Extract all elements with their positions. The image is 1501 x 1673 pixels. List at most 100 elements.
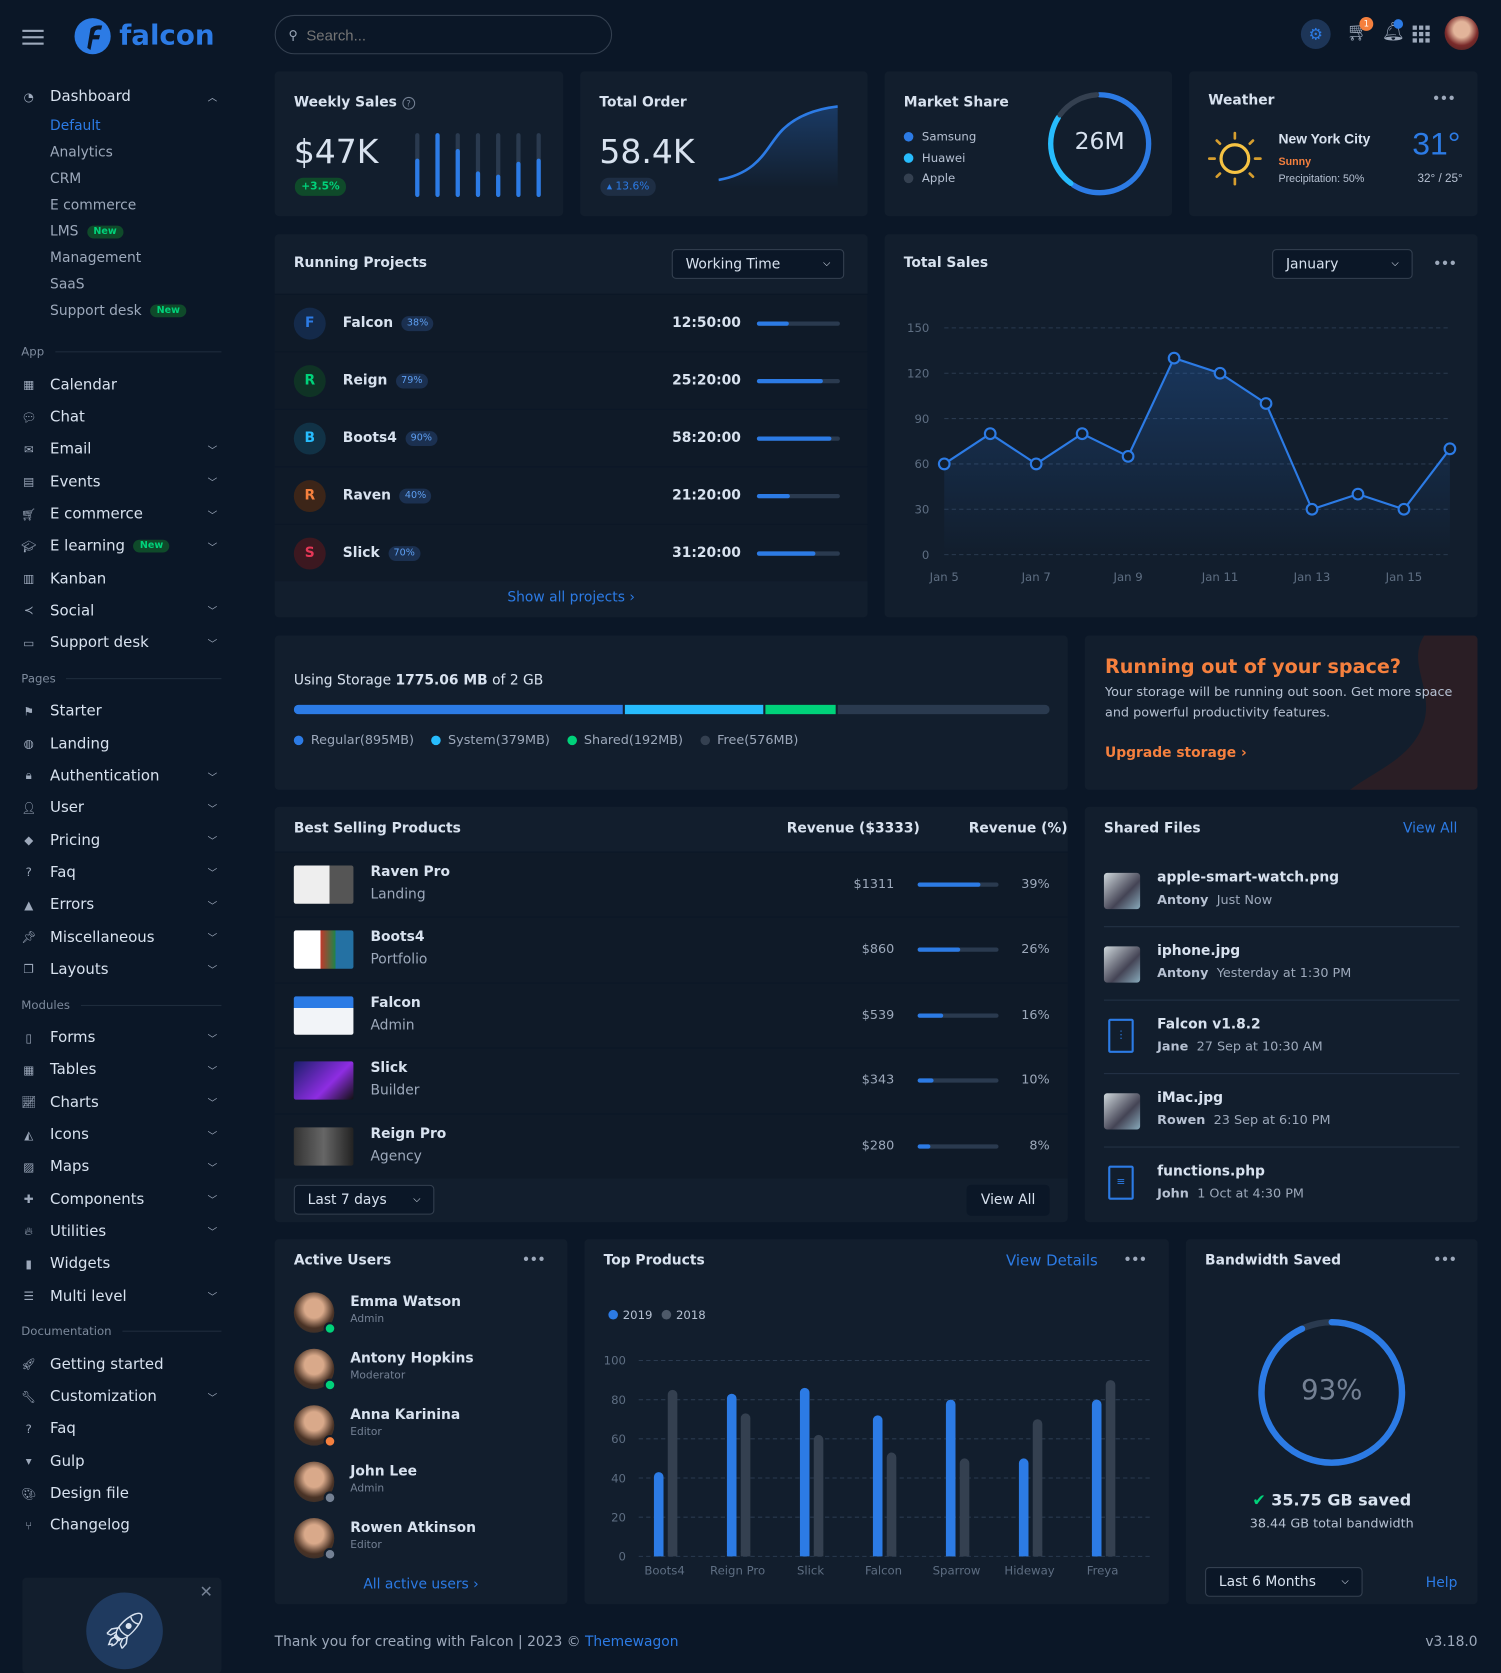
data-point[interactable]: [1397, 502, 1411, 516]
apps-button[interactable]: [1412, 25, 1430, 43]
sidebar-subitem-crm[interactable]: CRM: [21, 166, 221, 192]
product-name[interactable]: Slick: [370, 1060, 408, 1077]
user-avatar[interactable]: [1444, 15, 1479, 51]
user-name[interactable]: Rowen Atkinson: [350, 1520, 476, 1537]
search-box[interactable]: ⚲: [274, 14, 613, 55]
sidebar-subitem-management[interactable]: Management: [21, 245, 221, 271]
menu-toggle-icon[interactable]: [22, 29, 44, 45]
bar-2018[interactable]: [1032, 1419, 1043, 1557]
project-row[interactable]: R Reign 79% 25:20:00: [274, 351, 868, 408]
data-point[interactable]: [1259, 397, 1273, 410]
product-row[interactable]: Falcon Admin $539 16%: [274, 982, 1068, 1047]
bar-2018[interactable]: [886, 1452, 897, 1557]
show-all-projects-link[interactable]: Show all projects ›: [507, 589, 635, 606]
sidebar-subitem-e-commerce[interactable]: E commerce: [21, 192, 221, 218]
more-options-icon[interactable]: •••: [1123, 1251, 1147, 1269]
sidebar-item-dashboard[interactable]: ◔ Dashboard ︿: [21, 81, 221, 113]
sidebar-item-email[interactable]: ✉ Email ﹀: [21, 434, 221, 466]
file-name[interactable]: iMac.jpg: [1157, 1090, 1224, 1107]
search-input[interactable]: [306, 26, 584, 44]
month-select[interactable]: January ⌵: [1272, 249, 1413, 279]
product-name[interactable]: Raven Pro: [370, 864, 451, 881]
sidebar-item-chat[interactable]: 💬︎ Chat: [21, 401, 221, 433]
sidebar-item-pricing[interactable]: ◆ Pricing ﹀: [21, 825, 221, 857]
sidebar-item-kanban[interactable]: ▥ Kanban: [21, 563, 221, 595]
sidebar-item-customization[interactable]: 🔧︎ Customization ﹀: [21, 1381, 221, 1413]
active-user-row[interactable]: Anna Karinina Editor: [293, 1405, 549, 1461]
active-user-row[interactable]: Rowen Atkinson Editor: [293, 1518, 549, 1574]
data-point[interactable]: [983, 427, 997, 441]
sidebar-subitem-support-desk[interactable]: Support desk New: [21, 298, 221, 324]
active-user-row[interactable]: Antony Hopkins Moderator: [293, 1348, 549, 1405]
sidebar-item-gulp[interactable]: ▾ Gulp: [21, 1445, 221, 1477]
data-point[interactable]: [1029, 457, 1043, 471]
sidebar-subitem-default[interactable]: Default: [21, 113, 221, 139]
shared-file-row[interactable]: ⋮ Falcon v1.8.2 Jane 27 Sep at 10:30 AM: [1103, 1001, 1460, 1075]
data-point[interactable]: [1351, 487, 1365, 501]
sidebar-item-forms[interactable]: ▯ Forms ﹀: [21, 1022, 221, 1054]
shared-file-row[interactable]: iphone.jpg Antony Yesterday at 1:30 PM: [1103, 927, 1460, 1001]
product-name[interactable]: Boots4: [370, 929, 425, 946]
sidebar-item-components[interactable]: ✚ Components ﹀: [21, 1183, 221, 1215]
product-row[interactable]: Slick Builder $343 10%: [274, 1047, 1068, 1113]
notifications-button[interactable]: 🔔︎: [1382, 19, 1405, 43]
all-active-users-link[interactable]: All active users ›: [363, 1576, 479, 1593]
project-row[interactable]: F Falcon 38% 12:50:00: [274, 293, 868, 351]
upgrade-storage-link[interactable]: Upgrade storage ›: [1104, 745, 1247, 762]
more-options-icon[interactable]: •••: [1431, 90, 1456, 108]
cart-button[interactable]: 🛒︎ 1: [1347, 17, 1374, 43]
sidebar-item-utilities[interactable]: 🔥︎ Utilities ﹀: [21, 1215, 221, 1247]
sidebar-item-user[interactable]: 👤︎ User ﹀: [21, 792, 221, 824]
sidebar-item-widgets[interactable]: ▮ Widgets: [21, 1248, 221, 1280]
active-user-row[interactable]: John Lee Admin: [293, 1461, 549, 1518]
sidebar-item-errors[interactable]: ▲ Errors ﹀: [21, 889, 221, 921]
view-details-link[interactable]: View Details: [1005, 1252, 1098, 1270]
data-point[interactable]: [1075, 427, 1089, 441]
sidebar-item-events[interactable]: ▤ Events ﹀: [21, 466, 221, 498]
data-point[interactable]: [1167, 351, 1181, 365]
sidebar-item-faq[interactable]: ? Faq: [21, 1413, 221, 1445]
sidebar-subitem-analytics[interactable]: Analytics: [21, 140, 221, 166]
working-time-select[interactable]: Working Time ⌵: [671, 249, 845, 279]
active-user-row[interactable]: Emma Watson Admin: [293, 1292, 549, 1348]
shared-file-row[interactable]: apple-smart-watch.png Antony Just Now: [1103, 854, 1460, 928]
sidebar-item-landing[interactable]: ◍ Landing: [21, 728, 221, 760]
sidebar-item-starter[interactable]: ⚑ Starter: [21, 696, 221, 728]
sidebar-item-charts[interactable]: 📈︎ Charts ﹀: [21, 1086, 221, 1118]
bar-2018[interactable]: [667, 1389, 678, 1557]
help-icon[interactable]: ?: [402, 96, 415, 110]
sidebar-item-tables[interactable]: ▦ Tables ﹀: [21, 1054, 221, 1086]
sidebar-item-changelog[interactable]: ⑂ Changelog: [21, 1510, 221, 1542]
brand-logo[interactable]: falcon: [72, 16, 215, 56]
project-row[interactable]: B Boots4 90% 58:20:00: [274, 408, 868, 466]
product-row[interactable]: Boots4 Portfolio $860 26%: [274, 916, 1068, 982]
period-select[interactable]: Last 7 days ⌵: [293, 1184, 435, 1215]
sidebar-item-e-commerce[interactable]: 🛒︎ E commerce ﹀: [21, 498, 221, 530]
sidebar-item-layouts[interactable]: ❐ Layouts ﹀: [21, 954, 221, 986]
user-name[interactable]: Antony Hopkins: [350, 1350, 474, 1367]
help-link[interactable]: Help: [1425, 1575, 1458, 1592]
project-row[interactable]: R Raven 40% 21:20:00: [274, 466, 868, 523]
user-name[interactable]: Anna Karinina: [350, 1407, 461, 1424]
close-icon[interactable]: ✕: [199, 1581, 213, 1602]
bar-2018[interactable]: [1105, 1380, 1116, 1557]
data-point[interactable]: [937, 457, 951, 471]
data-point[interactable]: [1213, 366, 1227, 380]
view-all-button[interactable]: View All: [966, 1184, 1050, 1216]
shared-file-row[interactable]: iMac.jpg Rowen 23 Sep at 6:10 PM: [1103, 1074, 1460, 1148]
bar-2019[interactable]: [799, 1387, 810, 1557]
bar-2018[interactable]: [813, 1434, 824, 1557]
sidebar-item-design-file[interactable]: 🎨︎ Design file: [21, 1477, 221, 1509]
user-name[interactable]: John Lee: [350, 1463, 418, 1480]
sidebar-item-authentication[interactable]: 🔒︎ Authentication ﹀: [21, 760, 221, 792]
sidebar-item-getting-started[interactable]: 🚀︎ Getting started: [21, 1348, 221, 1380]
product-name[interactable]: Falcon: [370, 995, 421, 1012]
bar-2019[interactable]: [653, 1472, 664, 1557]
bar-2018[interactable]: [959, 1458, 970, 1557]
user-name[interactable]: Emma Watson: [350, 1294, 462, 1311]
product-row[interactable]: Raven Pro Landing $1311 39%: [274, 851, 1068, 917]
sidebar-item-maps[interactable]: ▨ Maps ﹀: [21, 1151, 221, 1183]
bar-2018[interactable]: [740, 1413, 751, 1557]
sidebar-item-faq[interactable]: ? Faq ﹀: [21, 857, 221, 889]
sidebar-item-social[interactable]: ≺ Social ﹀: [21, 595, 221, 627]
